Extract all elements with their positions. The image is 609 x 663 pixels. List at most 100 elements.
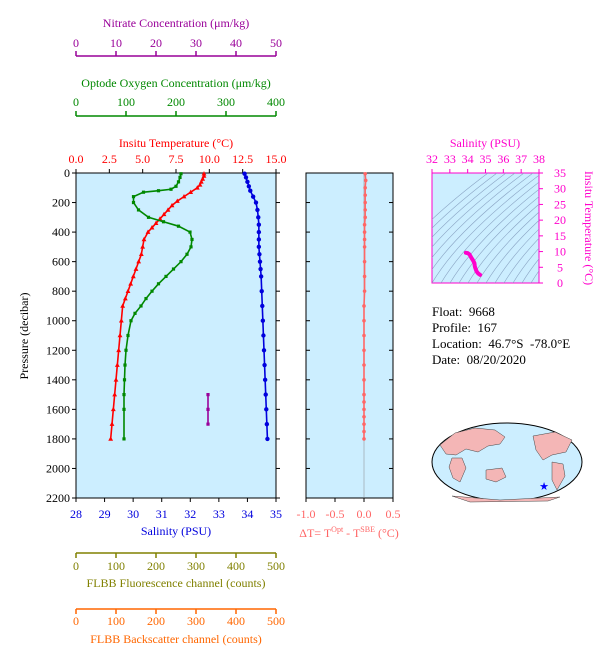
temperature-point: [157, 216, 163, 221]
salinity-point: [256, 244, 262, 250]
salinity-tick-label: 28: [70, 507, 82, 521]
density-contour: [432, 174, 539, 283]
ts-temperature-tick-label: 35: [554, 166, 566, 180]
salinity-point: [257, 259, 263, 264]
delta-point: [362, 237, 367, 242]
delta-point: [362, 422, 366, 426]
temperature-point: [116, 347, 122, 353]
temperature-point: [125, 288, 131, 293]
delta-point: [362, 274, 367, 279]
ts-temperature-tick-label: 5: [557, 260, 563, 274]
backscatter-tick-label: 200: [147, 614, 165, 628]
salinity-point: [264, 421, 270, 427]
oxygen-point: [133, 311, 137, 315]
delta-point: [362, 230, 367, 234]
temperature-point: [136, 259, 142, 264]
delta-point: [362, 378, 366, 382]
oxygen-point: [174, 184, 178, 188]
backscatter-tick-label: 400: [227, 614, 245, 628]
salinity-point: [245, 179, 250, 185]
delta-point: [362, 348, 366, 353]
delta-point: [362, 289, 367, 293]
salinity-point: [255, 207, 260, 213]
ts-temperature-axis-label: Insitu Temperature (°C): [582, 171, 596, 285]
density-contour: [540, 173, 609, 283]
salinity-point: [261, 348, 267, 353]
salinity-point: [246, 184, 252, 189]
ts-salinity-tick-label: 36: [497, 152, 509, 166]
temperature-tick-label: 5.0: [135, 152, 150, 166]
nitrate-point: [206, 422, 210, 426]
delta-point: [362, 245, 367, 249]
salinity-point: [263, 392, 268, 397]
africa-land: [448, 457, 467, 483]
salinity-point: [253, 200, 259, 205]
oxygen-axis-label: Optode Oxygen Concentration (μm/kg): [81, 76, 270, 90]
backscatter-tick-label: 0: [73, 614, 79, 628]
salinity-point: [250, 194, 256, 199]
fluorescence-tick-label: 300: [187, 559, 205, 573]
oxygen-point: [179, 172, 183, 176]
temperature-point: [114, 362, 120, 367]
fluorescence-tick-label: 400: [227, 559, 245, 573]
temperature-point: [188, 189, 194, 195]
pressure-tick-label: 1800: [46, 432, 70, 446]
oxygen-point: [161, 220, 166, 224]
pressure-tick-label: 1400: [46, 373, 70, 387]
pressure-tick-label: 2200: [46, 491, 70, 505]
delta-tick-label: -1.0: [297, 507, 316, 521]
delta-point: [362, 304, 366, 308]
density-contour: [449, 188, 539, 283]
oxygen-tick-label: 400: [267, 95, 285, 109]
density-contour: [432, 173, 516, 248]
backscatter-tick-label: 100: [107, 614, 125, 628]
salinity-tick-label: 34: [241, 507, 253, 521]
oxygen-point: [164, 274, 168, 279]
delta-tick-label: 0.5: [386, 507, 401, 521]
oxygen-tick-label: 200: [167, 95, 185, 109]
density-contour: [476, 211, 539, 283]
temperature-point: [149, 225, 155, 230]
oxygen-point: [136, 208, 141, 212]
delta-point: [363, 215, 367, 220]
nitrate-point: [206, 407, 210, 411]
delta-point: [362, 400, 366, 404]
temperature-point: [110, 406, 116, 412]
antarctica-land: [451, 495, 561, 503]
oxygen-point: [146, 215, 151, 219]
oxygen-point: [171, 267, 176, 271]
oxygen-point: [123, 363, 127, 367]
world-map: ★: [431, 422, 583, 503]
nitrate-tick-label: 30: [190, 36, 202, 50]
oxygen-point: [131, 200, 136, 205]
delta-point: [362, 318, 366, 323]
temperature-point: [194, 185, 200, 190]
oxygen-tick-label: 300: [217, 95, 235, 109]
fluorescence-tick-label: 200: [147, 559, 165, 573]
delta-point: [362, 437, 366, 441]
delta-point: [363, 200, 367, 205]
temperature-point: [130, 273, 136, 279]
oxygen-tick-label: 100: [117, 95, 135, 109]
salinity-tick-label: 33: [213, 507, 225, 521]
delta-point: [362, 429, 366, 434]
pressure-tick-label: 1600: [46, 402, 70, 416]
oxygen-point: [156, 282, 161, 286]
temperature-tick-label: 15.0: [266, 152, 287, 166]
density-contour: [485, 219, 539, 283]
ts-density-contours: [432, 173, 609, 283]
delta-point: [363, 185, 367, 190]
salinity-point: [256, 229, 262, 235]
backscatter-axis-label: FLBB Backscatter channel (counts): [90, 632, 262, 646]
delta-plot-area: [305, 172, 394, 499]
north-america-land: [532, 431, 573, 461]
ts-salinity-tick-label: 33: [444, 152, 456, 166]
salinity-point: [264, 407, 269, 412]
oxygen-point: [122, 378, 127, 382]
oxygen-point: [169, 187, 173, 191]
delta-point: [363, 193, 367, 197]
location: Location: 46.7°S -78.0°E: [432, 336, 571, 351]
density-contour: [432, 173, 525, 259]
temperature-point: [201, 171, 207, 176]
